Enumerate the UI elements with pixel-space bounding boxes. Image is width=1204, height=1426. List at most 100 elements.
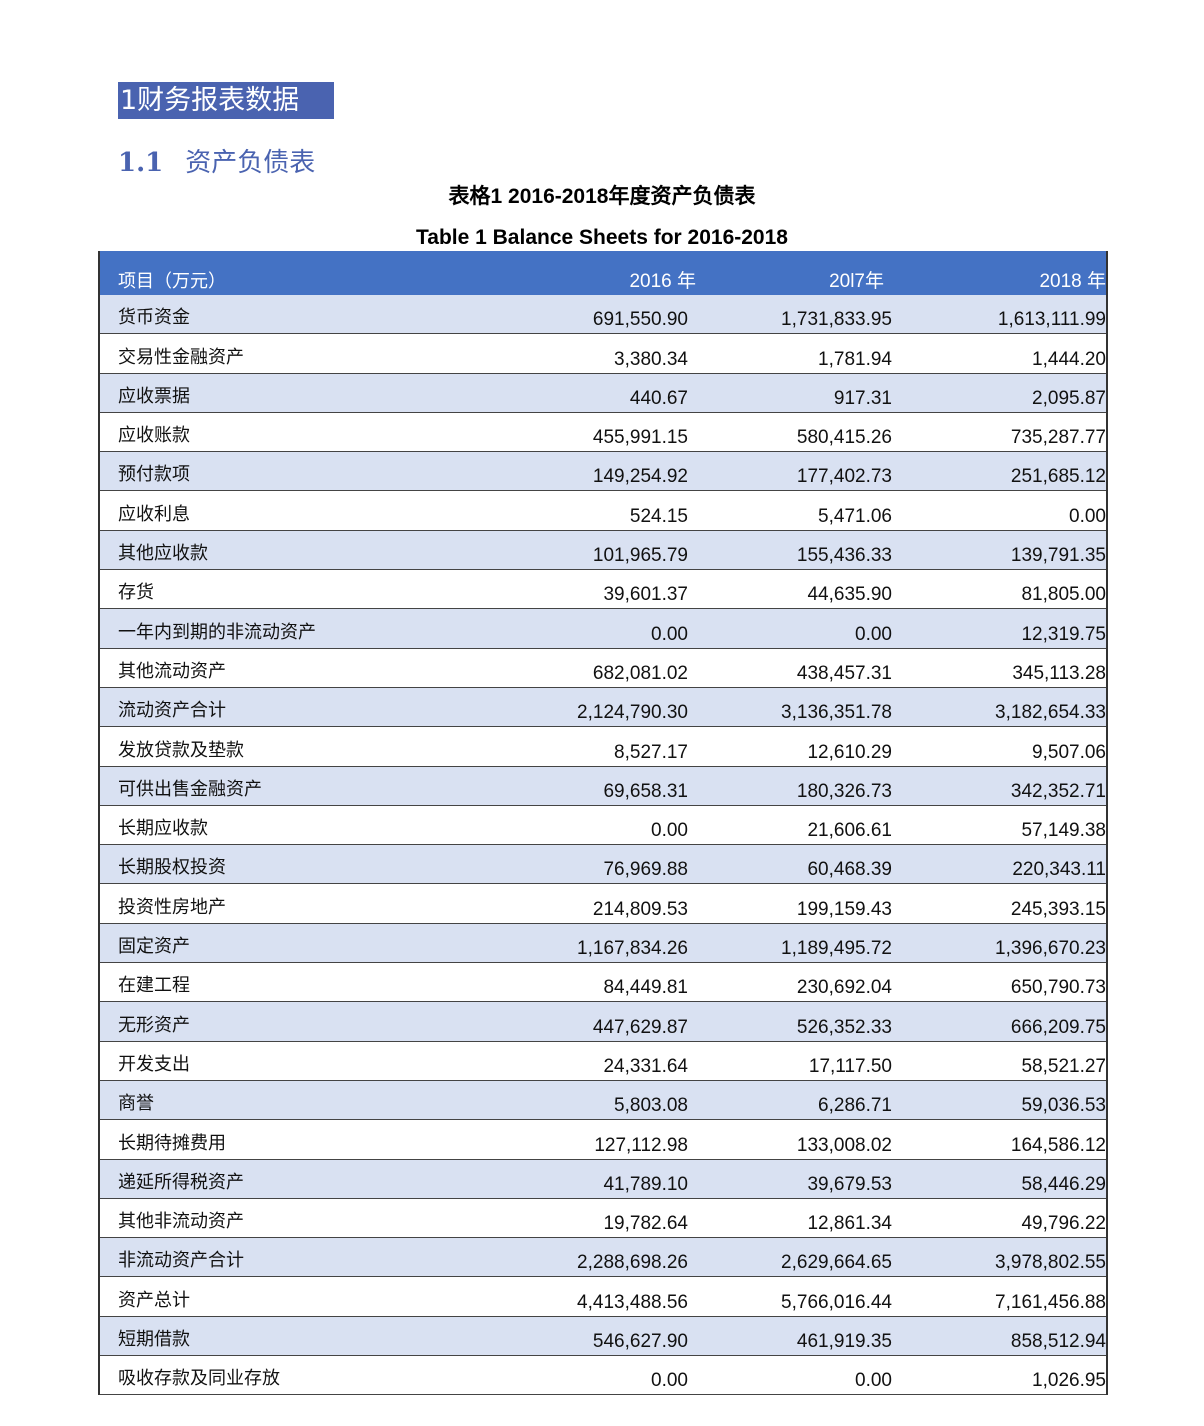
value-2018: 57,149.38 bbox=[1021, 820, 1106, 842]
section-heading: 1财务报表数据 bbox=[118, 82, 334, 119]
row-label: 货币资金 bbox=[118, 307, 190, 329]
value-2018: 245,393.15 bbox=[1010, 898, 1106, 920]
value-2018: 2,095.87 bbox=[1032, 387, 1106, 409]
row-label: 其他应收款 bbox=[118, 543, 208, 565]
table-row: 开发支出 24,331.64 17,117.50 58,521.27 bbox=[100, 1042, 1106, 1081]
value-2017: 526,352.33 bbox=[796, 1016, 892, 1038]
row-label: 应收账款 bbox=[118, 425, 190, 447]
table-caption-cn: 表格1 2016-2018年度资产负债表 bbox=[448, 185, 756, 208]
value-2016: 5,803.08 bbox=[614, 1095, 688, 1117]
value-2016: 2,288,698.26 bbox=[577, 1252, 688, 1274]
row-label: 固定资产 bbox=[118, 936, 190, 958]
value-2017: 133,008.02 bbox=[796, 1134, 892, 1156]
value-2017: 5,766,016.44 bbox=[781, 1291, 892, 1313]
value-2018: 3,182,654.33 bbox=[995, 702, 1106, 724]
value-2017: 6,286.71 bbox=[818, 1095, 892, 1117]
table-row: 吸收存款及同业存放 0.00 0.00 1,026.95 bbox=[100, 1356, 1106, 1396]
row-label: 其他流动资产 bbox=[118, 660, 226, 682]
value-2016: 0.00 bbox=[651, 623, 688, 645]
value-2017: 44,635.90 bbox=[807, 584, 892, 606]
value-2017: 1,189,495.72 bbox=[781, 938, 892, 960]
row-label: 长期股权投资 bbox=[118, 857, 226, 879]
table-row: 长期待摊费用 127,112.98 133,008.02 164,586.12 bbox=[100, 1120, 1106, 1160]
row-label: 开发支出 bbox=[118, 1053, 190, 1075]
row-label: 可供出售金融资产 bbox=[118, 778, 262, 800]
value-2016: 84,449.81 bbox=[603, 977, 688, 999]
value-2016: 76,969.88 bbox=[603, 859, 688, 881]
table-row: 递延所得税资产 41,789.10 39,679.53 58,446.29 bbox=[100, 1159, 1106, 1199]
table-row: 应收账款 455,991.15 580,415.26 735,287.77 bbox=[100, 413, 1106, 453]
value-2018: 164,586.12 bbox=[1010, 1134, 1106, 1156]
header-item: 项目（万元） bbox=[118, 271, 226, 292]
table-row: 应收票据 440.67 917.31 2,095.87 bbox=[100, 373, 1106, 413]
value-2017: 60,468.39 bbox=[807, 859, 892, 881]
value-2016: 4,413,488.56 bbox=[577, 1291, 688, 1313]
value-2017: 3,136,351.78 bbox=[781, 702, 892, 724]
value-2018: 7,161,456.88 bbox=[995, 1291, 1106, 1313]
value-2017: 461,919.35 bbox=[796, 1331, 892, 1353]
value-2017: 2,629,664.65 bbox=[781, 1252, 892, 1274]
table-row: 短期借款 546,627.90 461,919.35 858,512.94 bbox=[100, 1316, 1106, 1357]
value-2018: 1,444.20 bbox=[1032, 348, 1106, 370]
row-label: 应收票据 bbox=[118, 385, 190, 407]
row-label: 交易性金融资产 bbox=[118, 346, 244, 368]
value-2016: 691,550.90 bbox=[592, 309, 688, 331]
value-2016: 524.15 bbox=[629, 505, 688, 527]
row-label: 商誉 bbox=[118, 1093, 154, 1115]
value-2018: 1,026.95 bbox=[1032, 1370, 1106, 1392]
table-row: 一年内到期的非流动资产 0.00 0.00 12,319.75 bbox=[100, 609, 1106, 649]
value-2018: 58,446.29 bbox=[1021, 1173, 1106, 1195]
row-label: 投资性房地产 bbox=[118, 896, 226, 918]
value-2018: 9,507.06 bbox=[1032, 741, 1106, 763]
value-2017: 580,415.26 bbox=[796, 427, 892, 449]
row-label: 一年内到期的非流动资产 bbox=[118, 621, 316, 643]
row-label: 吸收存款及同业存放 bbox=[118, 1368, 280, 1390]
value-2018: 650,790.73 bbox=[1010, 977, 1106, 999]
row-label: 存货 bbox=[118, 582, 154, 604]
value-2017: 177,402.73 bbox=[796, 466, 892, 488]
value-2017: 1,781.94 bbox=[818, 348, 892, 370]
value-2017: 21,606.61 bbox=[807, 820, 892, 842]
value-2016: 149,254.92 bbox=[592, 466, 688, 488]
value-2017: 917.31 bbox=[833, 387, 892, 409]
value-2016: 1,167,834.26 bbox=[577, 938, 688, 960]
value-2016: 546,627.90 bbox=[592, 1331, 688, 1353]
value-2018: 342,352.71 bbox=[1010, 780, 1106, 802]
table-row: 长期股权投资 76,969.88 60,468.39 220,343.11 bbox=[100, 845, 1106, 885]
value-2016: 447,629.87 bbox=[592, 1016, 688, 1038]
subsection-heading: 1.1 资产负债表 bbox=[118, 142, 315, 179]
value-2017: 12,610.29 bbox=[807, 741, 892, 763]
value-2018: 81,805.00 bbox=[1021, 584, 1106, 606]
row-label: 资产总计 bbox=[118, 1289, 190, 1311]
row-label: 长期应收款 bbox=[118, 818, 208, 840]
header-2016: 2016 年 bbox=[629, 271, 696, 292]
table-row: 预付款项 149,254.92 177,402.73 251,685.12 bbox=[100, 452, 1106, 492]
table-row: 固定资产 1,167,834.26 1,189,495.72 1,396,670.23 bbox=[100, 923, 1106, 964]
table-row: 商誉 5,803.08 6,286.71 59,036.53 bbox=[100, 1080, 1106, 1121]
value-2018: 12,319.75 bbox=[1021, 623, 1106, 645]
table-row: 资产总计 4,413,488.56 5,766,016.44 7,161,456.88 bbox=[100, 1277, 1106, 1317]
header-2017: 20l7年 bbox=[829, 271, 884, 292]
value-2018: 59,036.53 bbox=[1021, 1095, 1106, 1117]
value-2017: 199,159.43 bbox=[796, 898, 892, 920]
value-2016: 41,789.10 bbox=[603, 1173, 688, 1195]
value-2017: 17,117.50 bbox=[808, 1055, 892, 1077]
row-label: 非流动资产合计 bbox=[118, 1250, 244, 1272]
value-2016: 101,965.79 bbox=[592, 545, 688, 567]
table-row: 交易性金融资产 3,380.34 1,781.94 1,444.20 bbox=[100, 334, 1106, 374]
value-2016: 69,658.31 bbox=[603, 780, 688, 802]
table-row: 其他应收款 101,965.79 155,436.33 139,791.35 bbox=[100, 530, 1106, 571]
value-2016: 24,331.64 bbox=[603, 1055, 688, 1077]
value-2018: 858,512.94 bbox=[1010, 1331, 1106, 1353]
subsection-title: 资产负债表 bbox=[185, 148, 316, 178]
value-2018: 49,796.22 bbox=[1021, 1213, 1106, 1235]
value-2018: 1,396,670.23 bbox=[995, 938, 1106, 960]
subsection-number: 1.1 bbox=[118, 148, 164, 178]
row-label: 长期待摊费用 bbox=[118, 1132, 226, 1154]
value-2017: 12,861.34 bbox=[807, 1213, 892, 1235]
table-row: 应收利息 524.15 5,471.06 0.00 bbox=[100, 491, 1106, 531]
row-label: 发放贷款及垫款 bbox=[118, 739, 244, 761]
value-2016: 0.00 bbox=[651, 1370, 688, 1392]
value-2018: 735,287.77 bbox=[1010, 427, 1106, 449]
table-row: 流动资产合计 2,124,790.30 3,136,351.78 3,182,654.… bbox=[100, 687, 1106, 728]
